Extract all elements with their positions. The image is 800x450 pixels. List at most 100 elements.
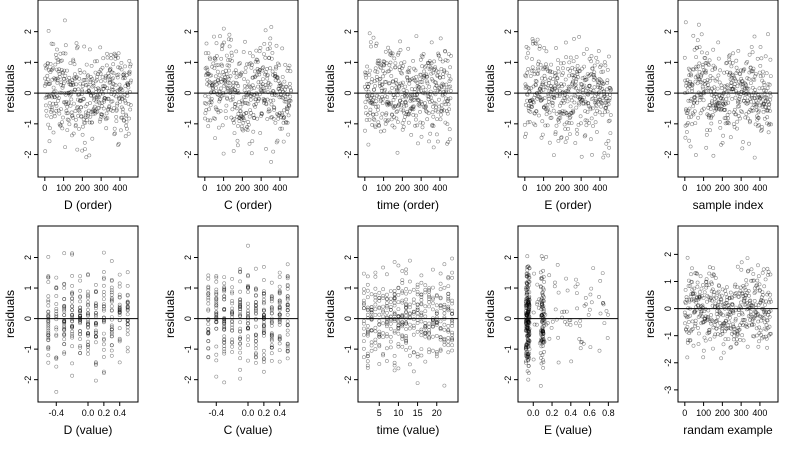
data-point [421, 85, 425, 90]
data-point [527, 303, 532, 308]
data-point [409, 132, 414, 137]
data-point [442, 322, 447, 327]
data-point [706, 113, 711, 118]
data-point [94, 310, 98, 315]
data-point [434, 294, 439, 299]
data-point [540, 82, 545, 87]
data-point [102, 289, 106, 294]
data-point [588, 345, 593, 350]
data-point [388, 296, 393, 301]
x-tick-label: 200 [715, 183, 730, 193]
data-point [374, 75, 379, 79]
data-point [713, 276, 718, 280]
data-point [526, 308, 531, 313]
data-point [109, 77, 114, 82]
data-point [740, 312, 745, 317]
data-point [692, 109, 697, 114]
data-point [712, 296, 717, 301]
data-point [125, 300, 130, 305]
data-point [423, 108, 428, 113]
data-point [126, 82, 131, 87]
data-point [246, 334, 250, 339]
data-point [746, 86, 751, 91]
data-point [711, 272, 716, 277]
data-point [450, 275, 455, 280]
data-point [430, 320, 435, 324]
data-point [721, 91, 726, 96]
data-point [214, 107, 219, 112]
data-point [756, 303, 761, 308]
x-tick-label: 10 [393, 408, 403, 418]
data-point [446, 343, 451, 348]
data-point [253, 102, 258, 106]
data-point [699, 304, 703, 309]
data-point [436, 51, 441, 56]
data-point [269, 351, 274, 356]
data-point [247, 62, 252, 67]
data-point [277, 290, 282, 295]
data-point [759, 332, 763, 337]
data-point [750, 278, 755, 283]
data-point [745, 76, 750, 81]
data-point [206, 322, 211, 327]
data-point [246, 273, 250, 278]
data-point [46, 319, 51, 324]
data-point [726, 121, 731, 126]
data-point [209, 73, 214, 78]
data-point [384, 100, 389, 105]
data-point [128, 64, 133, 69]
data-point [54, 56, 59, 61]
data-point [760, 86, 765, 91]
data-point [70, 291, 75, 296]
data-point [46, 360, 51, 365]
data-point [237, 119, 242, 124]
data-point [429, 66, 434, 71]
data-point [260, 66, 265, 71]
data-point [714, 326, 719, 331]
data-point [763, 277, 768, 282]
data-point [238, 105, 243, 109]
data-point [687, 299, 692, 304]
data-point [422, 101, 427, 105]
data-point [598, 98, 603, 102]
data-point [579, 99, 584, 104]
data-point [62, 351, 67, 356]
data-point [446, 296, 451, 301]
data-point [391, 105, 396, 110]
data-point [742, 302, 747, 307]
y-tick-label: 0 [23, 91, 33, 96]
data-point [591, 72, 596, 77]
data-point [253, 346, 258, 351]
data-point [285, 323, 290, 328]
data-point [82, 120, 87, 125]
data-point [78, 305, 83, 310]
data-point [277, 298, 282, 303]
data-point [716, 289, 721, 294]
data-point [408, 98, 413, 103]
data-point [577, 69, 582, 74]
data-point [415, 302, 420, 307]
data-point [594, 91, 599, 96]
data-point [121, 72, 126, 77]
data-point [90, 84, 95, 89]
data-point [765, 121, 770, 126]
data-point [203, 111, 208, 116]
data-point [527, 327, 531, 332]
data-point [434, 349, 439, 354]
data-point [125, 345, 130, 350]
data-point [407, 78, 412, 83]
data-point [563, 140, 568, 145]
data-point [267, 46, 272, 51]
data-point [230, 328, 235, 333]
data-point [584, 47, 589, 52]
data-point [759, 298, 764, 303]
data-point [419, 298, 424, 302]
data-point [710, 274, 715, 279]
data-point [525, 292, 530, 297]
data-point [404, 306, 409, 311]
data-point [256, 97, 261, 102]
data-point [222, 340, 227, 345]
data-point [218, 77, 223, 81]
data-point [765, 115, 770, 120]
